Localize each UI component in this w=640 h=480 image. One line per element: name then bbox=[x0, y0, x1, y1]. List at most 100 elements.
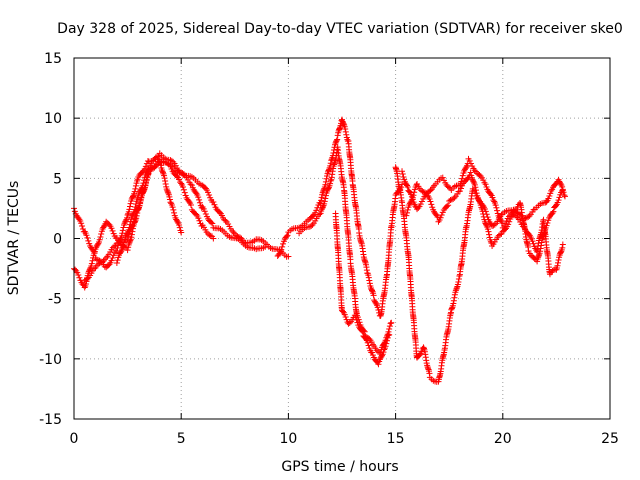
data-point bbox=[365, 274, 372, 281]
y-tick-label: 10 bbox=[44, 111, 62, 127]
data-point bbox=[498, 230, 505, 237]
data-point bbox=[313, 207, 320, 214]
plot-frame bbox=[73, 57, 611, 420]
data-point bbox=[176, 224, 183, 231]
data-point bbox=[168, 157, 175, 164]
data-point bbox=[473, 187, 479, 194]
data-point bbox=[210, 235, 217, 242]
data-point bbox=[91, 250, 98, 257]
data-point bbox=[283, 233, 290, 240]
data-point bbox=[499, 220, 506, 227]
data-point bbox=[132, 182, 139, 189]
data-point bbox=[120, 242, 127, 249]
data-point bbox=[81, 277, 88, 284]
data-point bbox=[154, 153, 161, 160]
data-point bbox=[549, 267, 556, 274]
data-point bbox=[127, 218, 134, 225]
data-point bbox=[137, 187, 144, 194]
data-point bbox=[513, 213, 520, 220]
data-point bbox=[444, 203, 451, 210]
data-point bbox=[325, 185, 332, 192]
data-point bbox=[121, 239, 128, 246]
data-point bbox=[126, 206, 133, 213]
data-point bbox=[284, 232, 291, 239]
data-point bbox=[550, 208, 557, 215]
data-point bbox=[188, 182, 195, 189]
data-point bbox=[530, 240, 537, 247]
data-point bbox=[138, 194, 145, 201]
data-point bbox=[455, 278, 462, 285]
data-point bbox=[308, 223, 315, 230]
data-point bbox=[424, 192, 431, 199]
data-point bbox=[379, 352, 386, 359]
data-point bbox=[132, 203, 139, 210]
data-point bbox=[384, 334, 391, 341]
data-point bbox=[427, 198, 434, 205]
data-point bbox=[79, 223, 86, 230]
data-point bbox=[109, 254, 116, 261]
data-point bbox=[131, 206, 138, 213]
data-point bbox=[525, 231, 532, 238]
data-point bbox=[447, 197, 454, 204]
data-point bbox=[386, 331, 393, 338]
data-point bbox=[209, 220, 216, 227]
data-point bbox=[473, 190, 480, 197]
data-point bbox=[132, 201, 139, 207]
data-point bbox=[366, 280, 373, 287]
data-point bbox=[176, 176, 183, 183]
data-point bbox=[319, 203, 326, 210]
data-point bbox=[322, 178, 329, 185]
y-tick-label: 0 bbox=[53, 232, 62, 248]
data-point bbox=[106, 221, 113, 228]
data-point bbox=[173, 173, 180, 180]
data-point bbox=[417, 201, 424, 208]
data-point bbox=[427, 187, 434, 194]
x-axis-label: GPS time / hours bbox=[281, 459, 398, 475]
x-tick-label: 25 bbox=[601, 431, 619, 447]
data-point bbox=[176, 222, 183, 229]
data-point bbox=[110, 230, 117, 237]
data-point bbox=[491, 221, 498, 228]
data-point bbox=[339, 308, 346, 315]
data-point bbox=[493, 204, 500, 211]
data-point bbox=[482, 181, 489, 188]
series-track-10 bbox=[403, 169, 566, 278]
data-point bbox=[97, 233, 104, 240]
data-point bbox=[429, 204, 436, 211]
data-point bbox=[144, 167, 151, 174]
data-point bbox=[333, 137, 340, 144]
data-point bbox=[342, 313, 349, 320]
data-point bbox=[140, 180, 147, 187]
data-point bbox=[456, 188, 463, 195]
data-point bbox=[318, 194, 325, 201]
data-point bbox=[525, 213, 532, 220]
data-point bbox=[486, 231, 493, 238]
data-point bbox=[162, 181, 169, 188]
data-point bbox=[546, 193, 553, 200]
data-point bbox=[126, 224, 133, 231]
data-point bbox=[132, 185, 139, 192]
data-point bbox=[375, 361, 382, 368]
data-point bbox=[450, 300, 457, 307]
data-point bbox=[118, 232, 125, 239]
data-point bbox=[210, 199, 217, 206]
data-point bbox=[128, 234, 135, 241]
data-point bbox=[543, 198, 550, 205]
data-point bbox=[386, 323, 393, 330]
data-point bbox=[369, 349, 376, 356]
data-point bbox=[179, 184, 186, 191]
data-point bbox=[549, 210, 556, 217]
data-point bbox=[101, 256, 108, 263]
data-point bbox=[457, 185, 464, 192]
data-point bbox=[403, 212, 410, 219]
x-tick-label: 0 bbox=[70, 431, 79, 447]
y-tick-label: -10 bbox=[39, 352, 62, 368]
data-point bbox=[325, 167, 332, 174]
data-point bbox=[404, 209, 411, 216]
data-point bbox=[497, 216, 504, 223]
data-point bbox=[555, 259, 562, 266]
data-point bbox=[346, 319, 353, 326]
data-point bbox=[485, 228, 492, 235]
data-point bbox=[470, 178, 477, 185]
data-point bbox=[557, 249, 564, 256]
